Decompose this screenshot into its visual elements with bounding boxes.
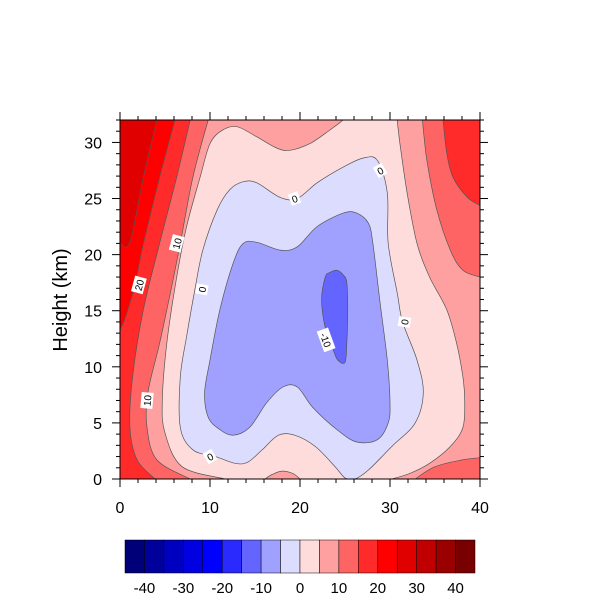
contour-label: -10: [316, 327, 336, 353]
contour-line: [145, 120, 209, 479]
colorbar-label: 30: [408, 580, 425, 597]
colorbar-box: [124, 539, 145, 574]
y-tick-label: 15: [84, 304, 102, 321]
contour-label-text: 10: [171, 237, 185, 251]
contour-line: [204, 211, 391, 444]
contour-line: [120, 120, 158, 248]
contour-region: [120, 120, 157, 248]
colorbar-box: [416, 539, 437, 574]
colorbar-box: [221, 539, 242, 574]
contour-label: 20: [131, 275, 148, 295]
contour-label-text: 0: [197, 286, 209, 294]
colorbar-box: [202, 539, 223, 574]
x-tick-labels: 0 10 20 30 40: [116, 500, 489, 517]
contour-line: [120, 120, 176, 330]
contour-line: [161, 120, 466, 479]
colorbar-label: -40: [134, 580, 156, 597]
colorbar-label: 0: [296, 580, 304, 597]
contour-line: [129, 120, 191, 479]
contour-label: 0: [397, 315, 412, 328]
contour-line: [321, 269, 349, 364]
contour-label: 10: [140, 391, 155, 409]
y-tick-label: 20: [84, 248, 102, 265]
contour-line: [422, 120, 480, 278]
contour-label-text: 0: [400, 318, 412, 326]
contour-label-text: 0: [206, 451, 217, 464]
contour-region: [321, 270, 348, 364]
contour-labels: 0 0 10 20 0 -10 0 10 0: [131, 162, 412, 465]
x-tick-label: 40: [471, 500, 489, 517]
contour-line: [264, 470, 301, 479]
y-axis-label: Height (km): [50, 248, 72, 351]
x-tick-label: 20: [291, 500, 309, 517]
colorbar-label: -30: [172, 580, 194, 597]
contour-label-text: 0: [291, 194, 300, 206]
contour-regions: [120, 120, 480, 479]
contour-label: 10: [168, 234, 185, 253]
contour-label-text: -10: [317, 332, 332, 350]
colorbar-box: [163, 539, 184, 574]
colorbar-label: -20: [211, 580, 233, 597]
colorbar-labels: -40 -30 -20 -10 0 10 20 30 40: [134, 580, 464, 597]
colorbar-box: [144, 539, 165, 574]
contour-label: 0: [202, 448, 218, 465]
colorbar-label: 40: [447, 580, 464, 597]
y-tick-label: 10: [84, 360, 102, 377]
colorbar-box: [260, 539, 281, 574]
colorbar-box: [183, 539, 204, 574]
contour-label-text: 0: [376, 165, 387, 178]
contour-region: [443, 120, 480, 206]
y-tick-label: 25: [84, 192, 102, 209]
colorbar-label: -10: [250, 580, 272, 597]
colorbar-box: [396, 539, 417, 574]
y-tick-label: 5: [93, 416, 102, 433]
contour-line: [178, 156, 424, 479]
contour-label: 0: [195, 283, 209, 296]
contour-region: [415, 457, 480, 479]
contour-region: [204, 211, 391, 443]
y-tick-label: 0: [93, 472, 102, 489]
colorbar-box: [358, 539, 379, 574]
colorbar-box: [455, 539, 476, 574]
colorbar-box: [377, 539, 398, 574]
contour-line: [442, 120, 480, 206]
colorbar-box: [241, 539, 262, 574]
y-tick-labels: 0 5 10 15 20 25 30: [84, 135, 102, 489]
x-tick-label: 30: [381, 500, 399, 517]
colorbar-box: [280, 539, 301, 574]
contour-line: [415, 457, 480, 479]
colorbar-box: [299, 539, 320, 574]
colorbar-box: [435, 539, 456, 574]
colorbar-box: [319, 539, 340, 574]
x-tick-label: 0: [116, 500, 125, 517]
colorbar-box: [338, 539, 359, 574]
colorbar-label: 20: [369, 580, 386, 597]
contour-label-text: 10: [143, 394, 155, 406]
axis-ticks: [112, 112, 488, 487]
contour-label: 0: [287, 191, 302, 206]
colorbar: [124, 539, 476, 574]
x-tick-label: 10: [201, 500, 219, 517]
contour-label: 0: [372, 162, 388, 179]
contour-label-text: 20: [134, 278, 148, 292]
y-tick-label: 30: [84, 135, 102, 152]
colorbar-label: 10: [331, 580, 348, 597]
